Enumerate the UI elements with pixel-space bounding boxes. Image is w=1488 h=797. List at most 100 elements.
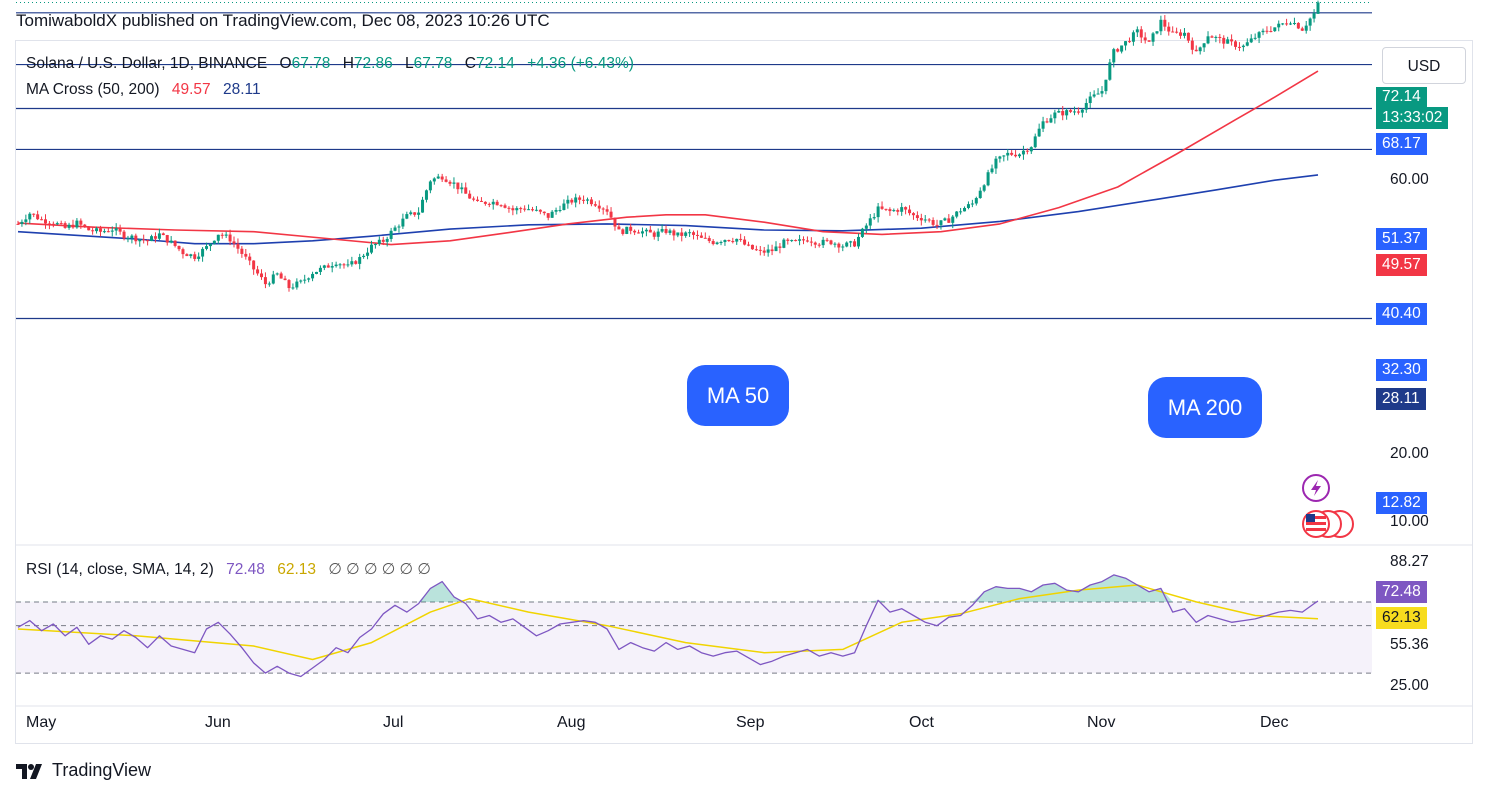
- axis-label-10: 10.00: [1390, 513, 1429, 530]
- candle-body: [538, 209, 542, 212]
- x-label-nov: Nov: [1087, 714, 1116, 731]
- candle-body: [24, 219, 28, 222]
- candle-body: [739, 238, 743, 240]
- candle-body: [998, 156, 1002, 159]
- candle-body: [440, 176, 444, 180]
- candle-body: [1053, 112, 1057, 119]
- candle-body: [71, 224, 75, 228]
- close-value: 72.14: [475, 55, 515, 72]
- candle-body: [888, 209, 892, 212]
- candle-body: [637, 232, 641, 234]
- candle-body: [609, 211, 613, 218]
- candle-body: [931, 220, 935, 225]
- candle-body: [181, 249, 185, 255]
- candle-body: [91, 230, 95, 232]
- candle-body: [75, 220, 79, 228]
- candle-body: [743, 239, 747, 245]
- candle-body: [1151, 33, 1155, 42]
- candle-body: [900, 207, 904, 212]
- low-value: 67.78: [413, 55, 453, 72]
- rsi-band: [16, 601, 1372, 674]
- symbol-legend[interactable]: Solana / U.S. Dollar, 1D, BINANCE O67.78…: [26, 55, 636, 73]
- candle-body: [428, 181, 432, 191]
- candle-body: [1108, 62, 1112, 80]
- candle-body: [483, 201, 487, 204]
- candle-body: [263, 277, 267, 285]
- footer-brand[interactable]: TradingView: [16, 760, 151, 781]
- candle-body: [95, 228, 99, 232]
- candle-body: [527, 209, 531, 211]
- candle-body: [963, 207, 967, 212]
- candle-body: [1041, 121, 1045, 129]
- candle-body: [574, 197, 578, 203]
- candle-body: [432, 178, 436, 182]
- candle-body: [1226, 39, 1230, 44]
- candle-body: [911, 213, 915, 216]
- candle-body: [876, 206, 880, 218]
- candle-body: [1088, 96, 1092, 104]
- candle-body: [562, 203, 566, 210]
- candle-body: [605, 209, 609, 212]
- candle-body: [338, 264, 342, 266]
- candle-body: [1312, 13, 1316, 19]
- level-tag-68: 68.17: [1376, 133, 1427, 155]
- candle-body: [138, 239, 142, 242]
- candle-body: [1084, 103, 1088, 110]
- level-tag-32: 32.30: [1376, 359, 1427, 381]
- candle-body: [491, 201, 495, 205]
- candle-body: [413, 212, 417, 215]
- rsi-label: RSI (14, close, SMA, 14, 2): [26, 561, 214, 578]
- candle-body: [150, 236, 154, 242]
- candle-body: [676, 232, 680, 236]
- x-label-may: May: [26, 714, 57, 731]
- candle-body: [853, 241, 857, 247]
- candle-body: [1127, 41, 1131, 43]
- candle-body: [829, 240, 833, 245]
- candle-body: [735, 238, 739, 242]
- candle-body: [778, 246, 782, 248]
- candle-body: [1037, 128, 1041, 137]
- candle-body: [813, 242, 817, 245]
- lightning-icon[interactable]: [1302, 474, 1330, 502]
- candle-body: [197, 256, 201, 259]
- candle-body: [1072, 111, 1076, 113]
- us-flag-icon[interactable]: [1302, 510, 1354, 538]
- candle-body: [106, 231, 110, 233]
- x-label-dec: Dec: [1260, 714, 1289, 731]
- candle-body: [1033, 136, 1037, 148]
- open-value: 67.78: [291, 55, 331, 72]
- candle-body: [570, 199, 574, 203]
- currency-button[interactable]: USD: [1382, 47, 1466, 84]
- candle-body: [523, 208, 527, 210]
- candle-body: [87, 226, 91, 231]
- candle-body: [142, 239, 146, 241]
- candle-body: [224, 234, 228, 236]
- level-tag-12: 12.82: [1376, 492, 1427, 514]
- candle-body: [978, 190, 982, 199]
- candle-body: [959, 211, 963, 213]
- ma-cross-legend[interactable]: MA Cross (50, 200) 49.57 28.11: [26, 81, 263, 99]
- candle-body: [193, 254, 197, 259]
- candle-body: [817, 244, 821, 246]
- candle-body: [805, 240, 809, 242]
- candle-body: [303, 279, 307, 281]
- candle-body: [1010, 152, 1014, 155]
- candle-body: [660, 229, 664, 232]
- high-value: 72.86: [353, 55, 393, 72]
- candle-body: [825, 239, 829, 241]
- candle-body: [487, 203, 491, 205]
- candle-body: [381, 239, 385, 242]
- candle-body: [754, 249, 758, 251]
- candle-body: [868, 218, 872, 226]
- candle-body: [554, 210, 558, 212]
- candle-body: [55, 223, 59, 225]
- open-label: O: [279, 55, 292, 72]
- candle-body: [990, 168, 994, 173]
- candle-body: [417, 212, 421, 215]
- rsi-legend[interactable]: RSI (14, close, SMA, 14, 2) 72.48 62.13 …: [26, 560, 433, 579]
- x-label-oct: Oct: [909, 714, 934, 731]
- candle-body: [1273, 27, 1277, 32]
- candle-body: [692, 232, 696, 235]
- candle-body: [1257, 32, 1261, 38]
